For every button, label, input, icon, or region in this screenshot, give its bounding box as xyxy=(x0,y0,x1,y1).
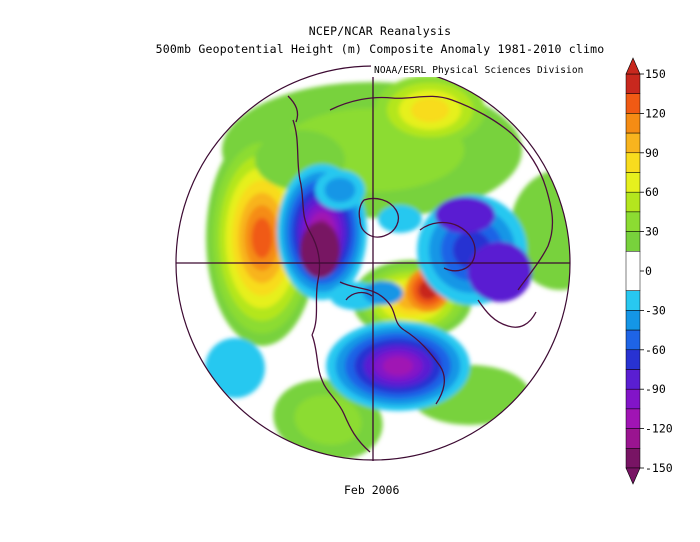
anomaly-region xyxy=(468,242,532,302)
colorbar-tick-label: -150 xyxy=(645,461,673,475)
coastline-segment xyxy=(287,95,299,123)
anomaly-contour-fill xyxy=(205,75,570,460)
anomaly-region xyxy=(378,205,422,233)
colorbar-band xyxy=(625,428,641,449)
colorbar-arrow-top xyxy=(625,57,641,75)
period-label: Feb 2006 xyxy=(344,483,400,497)
anomaly-region xyxy=(510,170,570,290)
anomaly-region xyxy=(435,197,495,233)
chart-title-line-2: 500mb Geopotential Height (m) Composite … xyxy=(155,42,605,56)
colorbar-band xyxy=(625,290,641,311)
coastline-segment xyxy=(329,95,513,135)
colorbar-band xyxy=(625,231,641,252)
credit-label: NOAA/ESRL Physical Sciences Division xyxy=(371,64,587,77)
colorbar-band xyxy=(625,349,641,370)
colorbar-tick-label: 60 xyxy=(645,185,659,199)
colorbar-tick-label: -60 xyxy=(645,343,666,357)
anomaly-region xyxy=(205,338,265,398)
anomaly-region xyxy=(324,177,356,203)
colorbar-tick-label: -30 xyxy=(645,303,666,317)
colorbar-tick-label: 150 xyxy=(645,67,666,81)
colorbar-tick-label: 90 xyxy=(645,146,659,160)
colorbar-band xyxy=(625,211,641,232)
coastline-segment xyxy=(345,291,373,301)
colorbar-band xyxy=(625,172,641,193)
anomaly-region xyxy=(300,222,340,278)
colorbar-band xyxy=(625,388,641,410)
colorbar-band xyxy=(625,310,641,331)
anomaly-region xyxy=(251,217,273,259)
colorbar-tick-label: -90 xyxy=(645,382,666,396)
colorbar-band xyxy=(625,329,641,351)
colorbar-band xyxy=(625,152,641,173)
coastline-segment xyxy=(511,133,554,291)
coastlines xyxy=(287,95,554,453)
colorbar-arrow-bottom xyxy=(625,467,641,485)
coastline-segment xyxy=(358,197,399,238)
coastline-segment xyxy=(292,119,321,336)
coastline-segment xyxy=(403,329,446,405)
colorbar-tick-label: 120 xyxy=(645,106,666,120)
colorbar-band xyxy=(625,93,641,114)
colorbar-tick-label: 30 xyxy=(645,225,659,239)
chart-title-line-1: NCEP/NCAR Reanalysis xyxy=(308,24,452,38)
colorbar-ticks: 150 120 90 60 30 0 -30 -60 -90 -120 -150 xyxy=(640,67,673,475)
colorbar-band xyxy=(625,113,641,134)
coastline-segment xyxy=(419,221,476,272)
colorbar-bands xyxy=(625,57,641,485)
anomaly-region xyxy=(382,356,414,376)
colorbar-band xyxy=(625,132,641,154)
colorbar-tick-label: 0 xyxy=(645,264,652,278)
colorbar-band xyxy=(625,251,641,291)
anomaly-region xyxy=(294,395,362,445)
colorbar-band xyxy=(625,448,641,469)
coastline-segment xyxy=(311,334,371,453)
colorbar-band xyxy=(625,369,641,390)
colorbar-band xyxy=(625,408,641,429)
coastline-segment xyxy=(477,299,537,328)
anomaly-region xyxy=(410,97,450,123)
coastline-segment xyxy=(339,281,405,331)
colorbar-band xyxy=(625,73,641,94)
colorbar-tick-label: -120 xyxy=(645,422,673,436)
colorbar-band xyxy=(625,191,641,213)
